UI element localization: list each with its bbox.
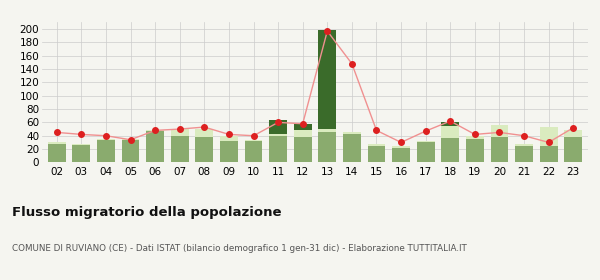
Bar <box>220 141 238 162</box>
Bar <box>565 137 582 162</box>
Bar <box>196 129 213 137</box>
Bar <box>294 130 311 137</box>
Bar <box>245 140 262 141</box>
Point <box>519 134 529 138</box>
Bar <box>491 125 508 137</box>
Bar <box>343 134 361 162</box>
Bar <box>442 122 459 126</box>
Bar <box>73 145 90 162</box>
Bar <box>48 143 65 144</box>
Bar <box>294 137 311 162</box>
Point <box>249 134 259 138</box>
Point <box>298 122 308 126</box>
Point <box>200 125 209 129</box>
Point <box>371 128 381 133</box>
Point <box>101 134 111 138</box>
Bar <box>269 134 287 136</box>
Bar <box>73 144 90 145</box>
Bar <box>171 129 188 136</box>
Bar <box>220 136 238 141</box>
Bar <box>442 126 459 138</box>
Bar <box>417 141 434 143</box>
Bar <box>269 120 287 134</box>
Bar <box>540 127 557 146</box>
Bar <box>491 137 508 162</box>
Bar <box>196 137 213 162</box>
Point <box>126 137 136 142</box>
Bar <box>319 129 336 132</box>
Bar <box>565 130 582 137</box>
Bar <box>540 146 557 162</box>
Point <box>568 125 578 130</box>
Bar <box>515 146 533 162</box>
Bar <box>417 143 434 162</box>
Bar <box>392 146 410 148</box>
Bar <box>97 139 115 140</box>
Legend: Iscritti (da altri comuni), Iscritti (dall'estero), Iscritti (altri), Cancellati: Iscritti (da altri comuni), Iscritti (da… <box>71 0 559 3</box>
Bar <box>146 130 164 131</box>
Point <box>175 127 185 131</box>
Bar <box>392 148 410 162</box>
Bar <box>245 141 262 162</box>
Bar <box>319 31 336 129</box>
Bar <box>122 140 139 162</box>
Bar <box>171 136 188 162</box>
Bar <box>368 144 385 146</box>
Point <box>77 132 86 137</box>
Bar <box>146 131 164 162</box>
Bar <box>319 132 336 162</box>
Point <box>396 140 406 145</box>
Bar <box>343 132 361 134</box>
Bar <box>97 140 115 162</box>
Text: COMUNE DI RUVIANO (CE) - Dati ISTAT (bilancio demografico 1 gen-31 dic) - Elabor: COMUNE DI RUVIANO (CE) - Dati ISTAT (bil… <box>12 244 467 253</box>
Bar <box>269 136 287 162</box>
Point <box>470 132 479 137</box>
Bar <box>294 124 311 130</box>
Bar <box>368 146 385 162</box>
Point <box>322 29 332 33</box>
Point <box>494 130 504 135</box>
Bar <box>48 144 65 162</box>
Point <box>421 129 430 133</box>
Point <box>347 62 356 66</box>
Bar <box>122 139 139 140</box>
Point <box>224 132 234 137</box>
Text: Flusso migratorio della popolazione: Flusso migratorio della popolazione <box>12 206 281 219</box>
Point <box>151 128 160 133</box>
Point <box>445 119 455 123</box>
Bar <box>515 144 533 146</box>
Bar <box>466 136 484 139</box>
Point <box>274 120 283 125</box>
Bar <box>466 139 484 162</box>
Point <box>52 130 62 135</box>
Point <box>544 140 553 145</box>
Bar <box>442 138 459 162</box>
